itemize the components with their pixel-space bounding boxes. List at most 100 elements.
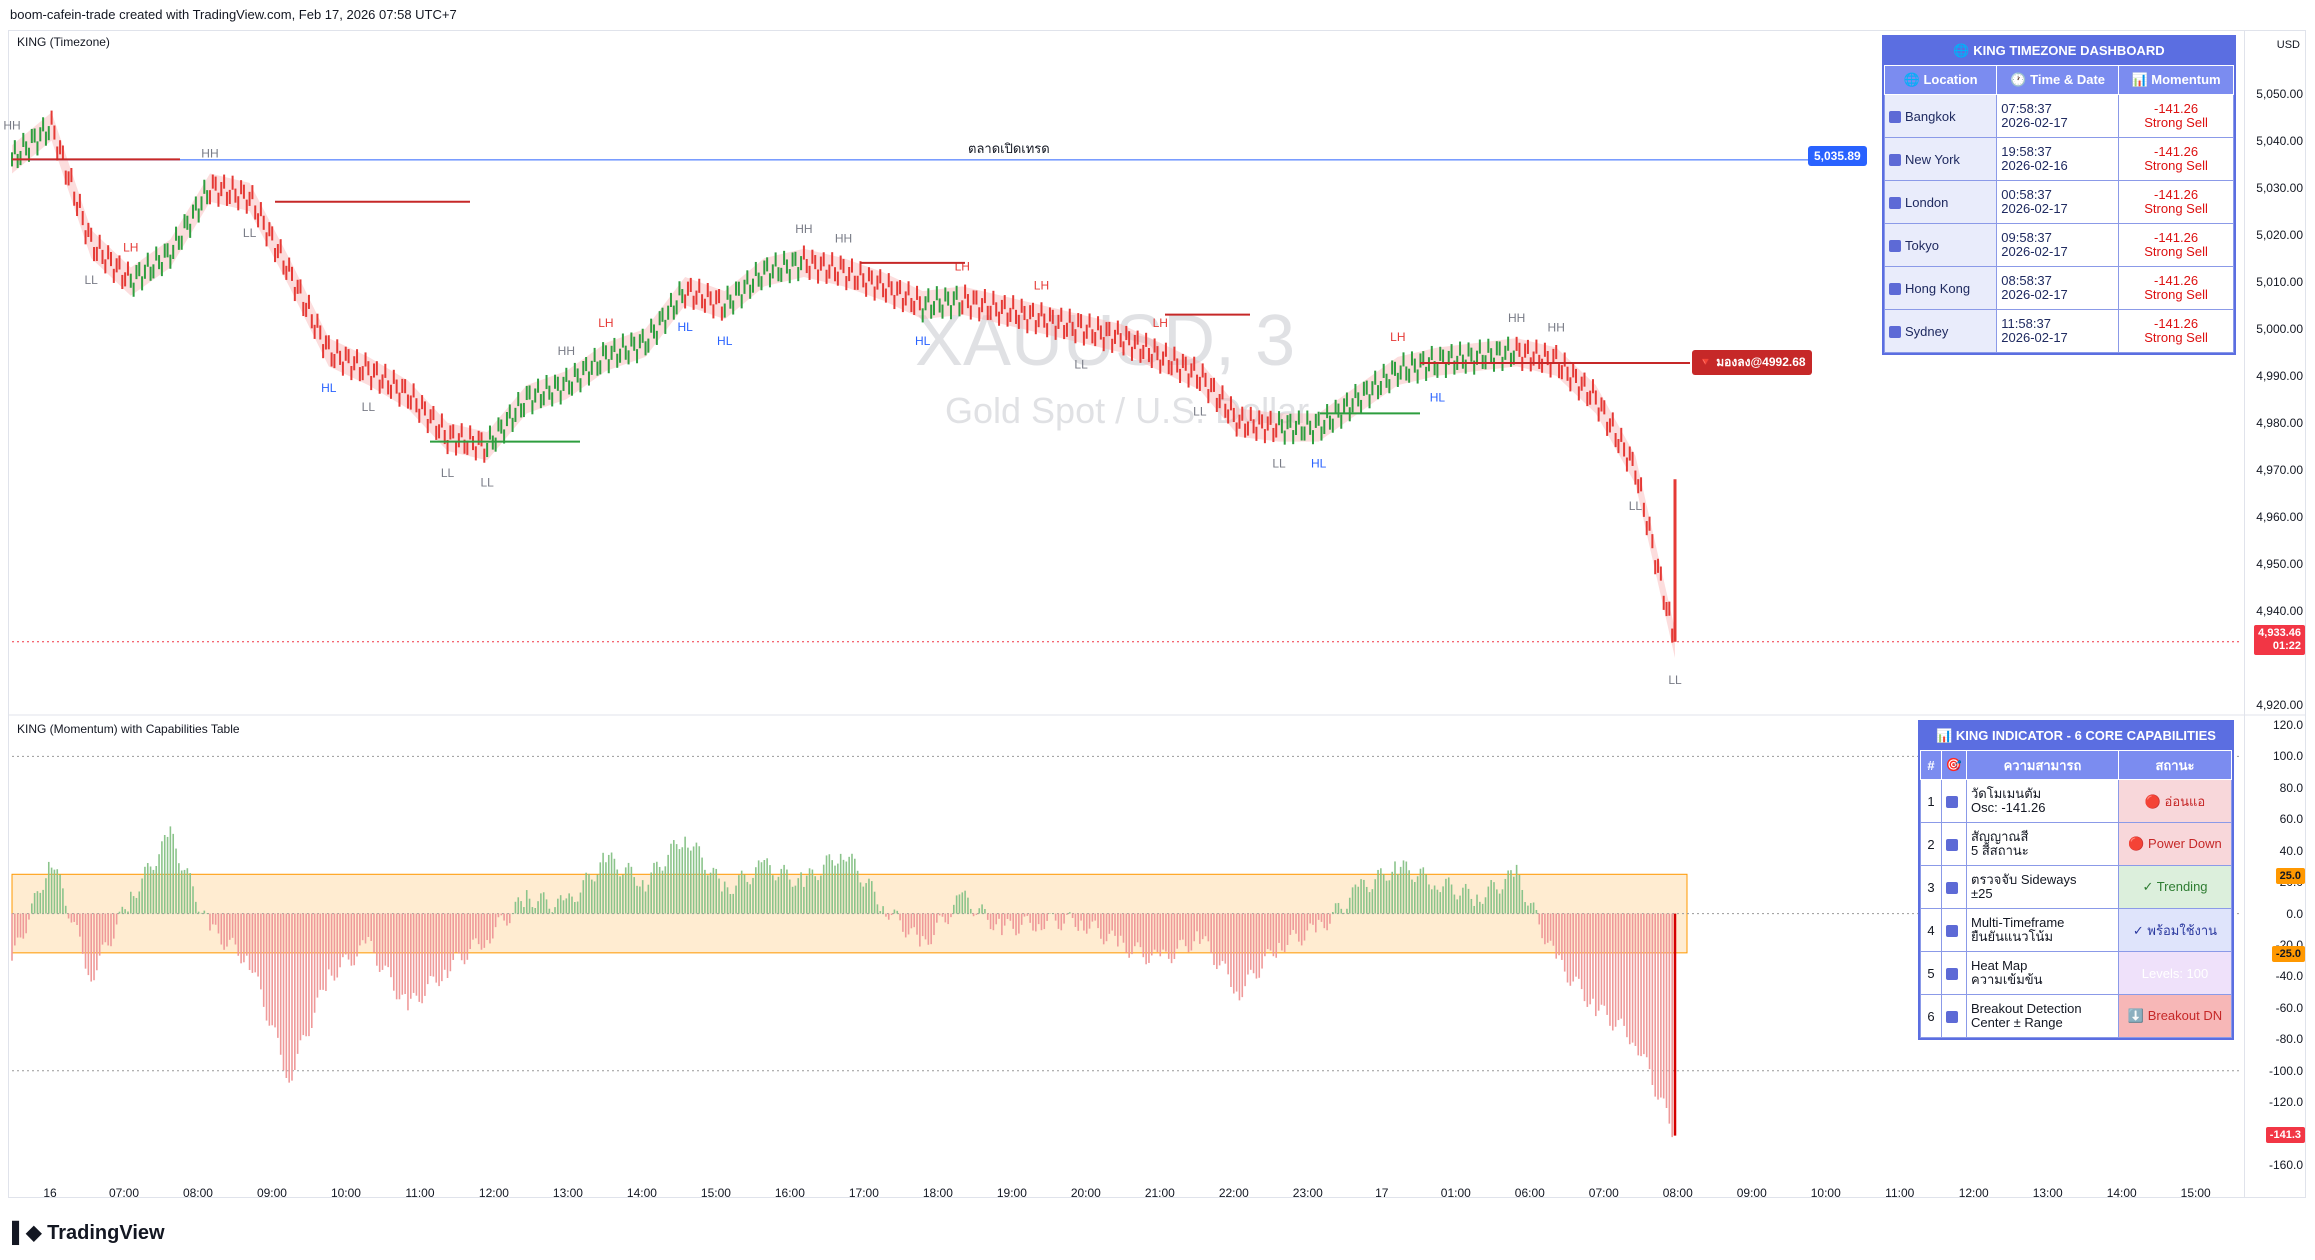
time-tick-label: 17 [1375,1186,1389,1200]
capability-name: Breakout Detection [1971,1001,2082,1016]
timezone-row: New York 19:58:37 2026-02-16 -141.26 Strong … [1883,137,2234,181]
price-pane-title[interactable]: KING (Timezone) [17,35,110,49]
capability-name: Multi-Timeframe [1971,915,2065,930]
signal-label: 🔻 มองลง@4992.68 [1692,350,1812,375]
swing-label-hh: HH [1548,321,1565,335]
time-tick-label: 11:00 [1885,1186,1915,1200]
time-tick-label: 10:00 [330,1186,361,1200]
momentum-signal: Strong Sell [2144,244,2208,259]
capability-row: 5 Heat Map ความเข้มข้น Levels: 100 [1920,951,2232,995]
capability-row: 6 Breakout Detection Center ± Range ⬇️ Brea… [1920,994,2232,1038]
time-tick-label: 12:00 [478,1186,509,1200]
last-price-badge: 4,933.46 01:22 [2254,625,2305,655]
swing-label-ll: LL [1074,358,1088,372]
location-name: Bangkok [1905,108,1956,124]
capability-number: 4 [1920,908,1942,952]
time-tick-label: 11:00 [405,1186,435,1200]
location-cell: Hong Kong [1883,266,1998,310]
momentum-tick-label: 60.0 [2279,812,2303,827]
swing-label-lh: LH [955,259,970,273]
timezone-dashboard: 🌐 KING TIMEZONE DASHBOARD 🌐 Location 🕐 T… [1882,35,2236,355]
local-time: 19:58:37 [2001,144,2052,159]
price-axis[interactable]: USD [2244,30,2306,1198]
capability-sub: Center ± Range [1971,1015,2063,1030]
timezone-row: Sydney 11:58:37 2026-02-17 -141.26 Strong Se… [1883,309,2234,353]
price-tick-label: 5,010.00 [2256,274,2303,289]
momentum-tick-label: 80.0 [2279,780,2303,795]
open-line-label: ตลาดเปิดเทรด [968,141,1050,156]
cap-col-number: # [1920,750,1942,780]
swing-label-ll: LL [1668,673,1682,687]
price-tick-label: 5,030.00 [2256,180,2303,195]
capability-icon [1946,839,1958,852]
capability-icon-cell [1941,994,1967,1038]
momentum-cell: -141.26 Strong Sell [2118,223,2234,267]
capability-status: ✓ พร้อมใช้งาน [2118,908,2232,952]
location-name: Tokyo [1905,237,1939,253]
tv-logo-icon: ▌◆ [12,1222,42,1244]
capability-name-cell: วัดโมเมนตัม Osc: -141.26 [1966,779,2119,823]
swing-label-hl: HL [915,334,931,348]
capability-status: ⬇️ Breakout DN [2118,994,2232,1038]
time-tick-label: 16:00 [774,1186,805,1200]
time-tick-label: 20:00 [1070,1186,1101,1200]
time-tick-label: 18:00 [922,1186,953,1200]
tradingview-logo[interactable]: ▌◆ TradingView [12,1222,165,1244]
local-date: 2026-02-17 [2001,287,2068,302]
swing-label-ll: LL [441,466,455,480]
location-cell: Bangkok [1883,94,1998,138]
capability-sub: ความเข้มข้น [1971,972,2043,987]
swing-label-ll: LL [1193,405,1207,419]
col-time-date: 🕐 Time & Date [1996,65,2120,95]
time-tick-label: 14:00 [2106,1186,2137,1200]
timezone-dashboard-title: 🌐 KING TIMEZONE DASHBOARD [1884,37,2234,65]
momentum-cell: -141.26 Strong Sell [2118,180,2234,224]
upper-band-badge: 25.0 [2275,868,2305,884]
time-tick-label: 19:00 [996,1186,1027,1200]
capability-sub: ±25 [1971,886,1993,901]
capability-icon [1946,796,1958,809]
swing-label-hh: HH [835,231,852,245]
location-icon [1889,197,1901,210]
location-icon [1889,283,1901,296]
swing-label-ll: LL [1272,456,1286,470]
capability-sub: 5 สีสถานะ [1971,843,2029,858]
capability-name: ตรวจจับ Sideways [1971,872,2077,887]
momentum-pane-title[interactable]: KING (Momentum) with Capabilities Table [17,722,240,736]
swing-label-lh: LH [123,241,138,255]
swing-label-hl: HL [1430,391,1446,405]
swing-label-hh: HH [3,118,20,132]
momentum-cell: -141.26 Strong Sell [2118,266,2234,310]
capability-row: 2 สัญญาณสี 5 สีสถานะ 🔴 Power Down [1920,822,2232,866]
time-tick-label: 09:00 [256,1186,287,1200]
time-tick-label: 17:00 [848,1186,879,1200]
swing-label-hh: HH [201,147,218,161]
last-price: 4,933.46 [2258,627,2301,639]
capability-row: 1 วัดโมเมนตัม Osc: -141.26 🔴 อ่อนแอ [1920,779,2232,823]
momentum-tick-label: 0.0 [2286,906,2303,921]
location-cell: London [1883,180,1998,224]
currency-label: USD [2276,39,2300,51]
local-time: 11:58:37 [2001,316,2051,331]
time-tick-label: 06:00 [1514,1186,1545,1200]
capability-row: 3 ตรวจจับ Sideways ±25 ✓ Trending [1920,865,2232,909]
momentum-value: -141.26 [2154,187,2199,202]
price-tick-label: 5,020.00 [2256,227,2303,242]
time-cell: 11:58:37 2026-02-17 [1996,309,2120,353]
capability-sub: Osc: -141.26 [1971,800,2046,815]
swing-label-hl: HL [1311,456,1327,470]
time-tick-label: 15:00 [700,1186,731,1200]
momentum-value: -141.26 [2154,273,2199,288]
price-tick-label: 4,980.00 [2256,415,2303,430]
price-tick-label: 5,040.00 [2256,133,2303,148]
swing-label-ll: LL [362,400,376,414]
capability-number: 1 [1920,779,1942,823]
swing-label-ll: LL [480,475,494,489]
capability-name-cell: Breakout Detection Center ± Range [1966,994,2119,1038]
time-cell: 00:58:37 2026-02-17 [1996,180,2120,224]
capability-icon-cell [1941,951,1967,995]
capability-number: 6 [1920,994,1942,1038]
capability-name-cell: Heat Map ความเข้มข้น [1966,951,2119,995]
time-tick-label: 23:00 [1292,1186,1323,1200]
